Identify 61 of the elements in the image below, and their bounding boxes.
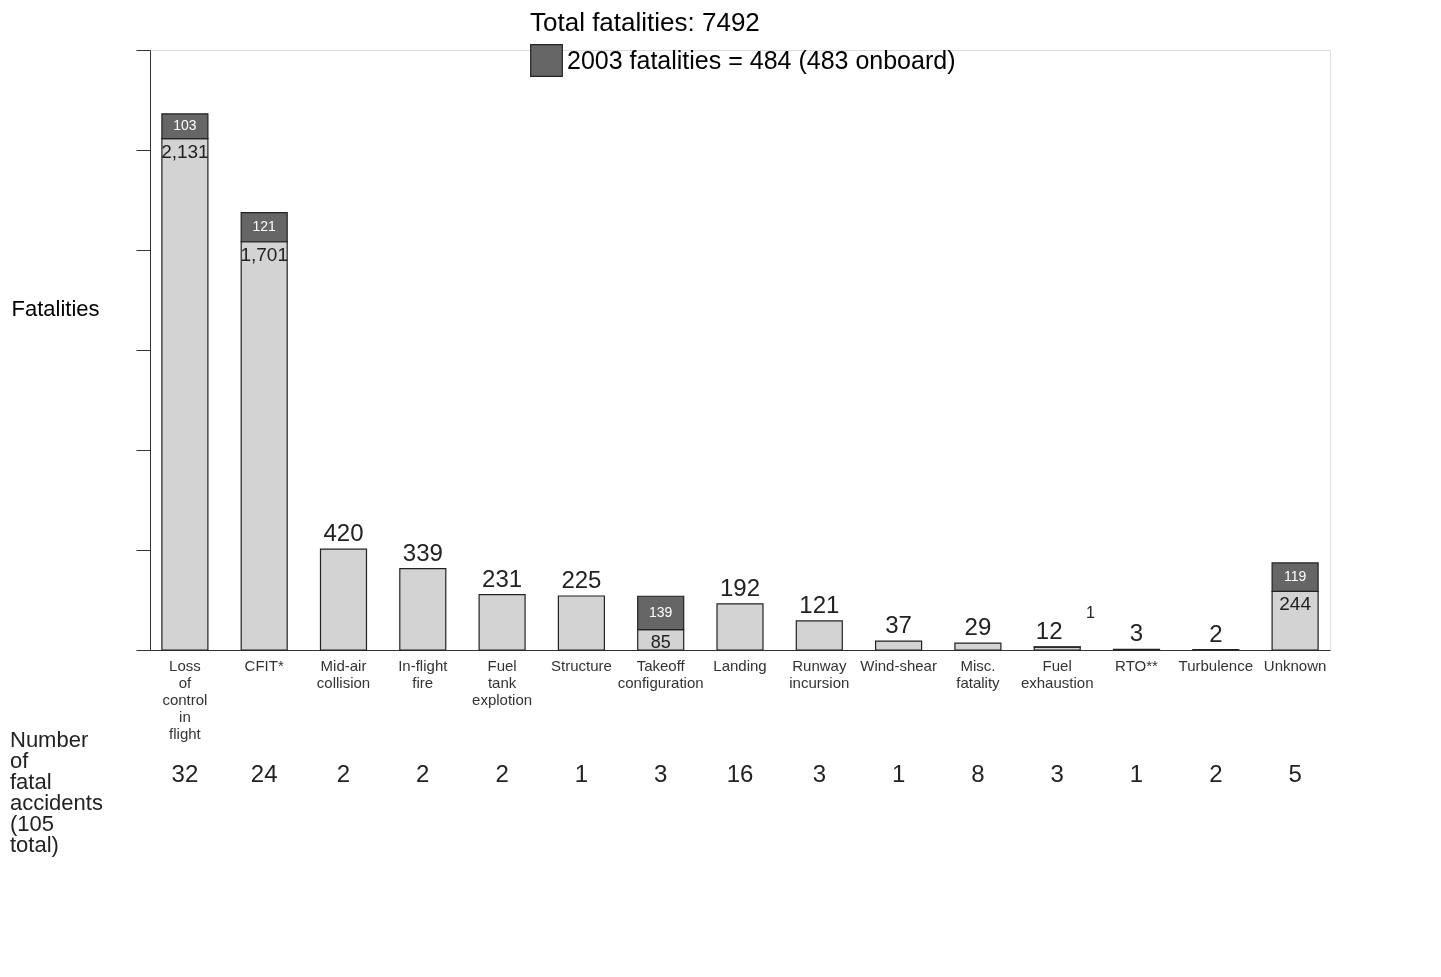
text: 32 xyxy=(171,760,199,787)
legend-title: Total fatalities: 7492 xyxy=(530,7,760,37)
data-label: 119 xyxy=(1283,568,1307,585)
data-label: 420 xyxy=(323,519,364,547)
data-label: 121 xyxy=(252,218,277,235)
data-label: 244 xyxy=(1279,593,1312,615)
data-label: 139 xyxy=(649,603,673,620)
x-tick-label: In-flight fire xyxy=(398,656,449,691)
x-tick-label: Structure xyxy=(550,656,612,674)
x-tick-label: Landing xyxy=(713,656,767,674)
text: 16 xyxy=(726,760,754,787)
bar xyxy=(399,568,447,651)
bar xyxy=(716,603,764,651)
x-tick-label: Loss of control in flight xyxy=(162,656,208,742)
data-label: 12 xyxy=(1035,617,1063,645)
data-label: 1,701 xyxy=(240,243,288,265)
text: 2 xyxy=(416,760,430,787)
data-label: 85 xyxy=(650,632,671,652)
data-label: 121 xyxy=(799,590,840,618)
text: 2 xyxy=(495,760,509,787)
text: 1 xyxy=(1129,760,1144,787)
y-axis-title: Fatalities xyxy=(11,295,100,321)
text: 5 xyxy=(1288,760,1302,787)
data-label: 3 xyxy=(1129,619,1144,647)
text: 8 xyxy=(971,760,985,787)
bar xyxy=(319,548,368,651)
x-tick-label: CFIT* xyxy=(244,656,284,674)
x-tick-label: Mid-air collision xyxy=(316,656,371,691)
data-label: 225 xyxy=(561,566,602,593)
legend-label: 2003 fatalities = 484 (483 onboard) xyxy=(567,45,956,74)
bar xyxy=(478,593,526,651)
data-label: 192 xyxy=(719,573,761,601)
text: 3 xyxy=(1050,760,1064,787)
text: 24 xyxy=(250,760,278,787)
text: Number of fatal accidents (105 total) xyxy=(10,727,103,857)
x-tick-label: Fuel tank explotion xyxy=(472,656,533,708)
bar xyxy=(875,640,923,651)
text: 2 xyxy=(336,760,351,787)
x-tick-label: Misc. fatality xyxy=(956,656,1001,691)
x-tick-label: Turbulence xyxy=(1178,656,1254,674)
x-tick-label: Runway incursion xyxy=(789,656,850,691)
bar xyxy=(954,642,1002,651)
data-label: 37 xyxy=(885,611,912,639)
text: 2 xyxy=(1209,760,1223,787)
x-tick-label: Fuel exhaustion xyxy=(1020,656,1094,691)
text: 1 xyxy=(574,760,589,787)
text: 3 xyxy=(812,760,826,787)
x-tick-label: RTO** xyxy=(1115,656,1159,674)
x-tick-label: Wind-shear xyxy=(860,656,937,674)
bar xyxy=(557,595,605,651)
data-label: 339 xyxy=(402,538,443,566)
x-tick-label: Takeoff configuration xyxy=(617,656,704,691)
data-label: 1 xyxy=(1086,603,1096,621)
bar xyxy=(795,620,843,651)
text: 3 xyxy=(654,760,668,787)
data-label: 29 xyxy=(964,613,992,641)
data-label: 231 xyxy=(482,564,523,592)
text: 1 xyxy=(891,760,906,787)
data-label: 103 xyxy=(173,117,197,134)
x-tick-label: Unknown xyxy=(1263,656,1327,674)
data-label: 2 xyxy=(1209,619,1223,647)
